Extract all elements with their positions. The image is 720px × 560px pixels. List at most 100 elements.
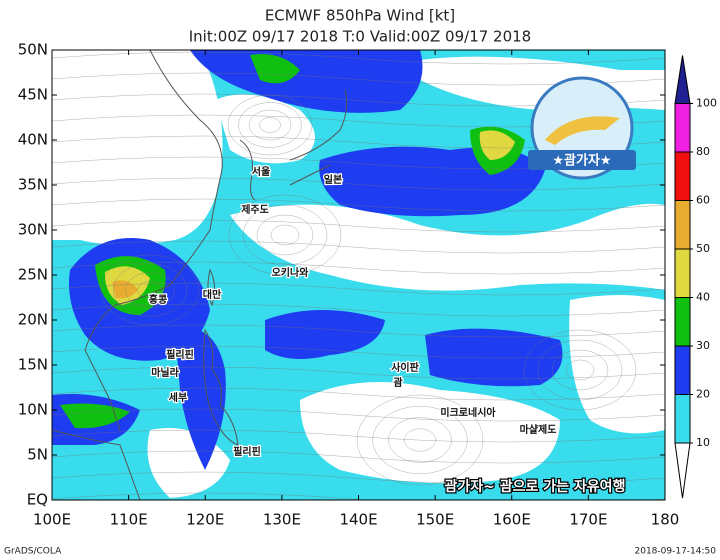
overlay: 서울 일본 제주도 오키나와 홍콩 대만 필리핀 마닐라 세부 필리핀 사이판 … xyxy=(148,76,636,496)
colorbar-segment xyxy=(674,200,691,250)
streamline-eddy xyxy=(270,224,300,246)
streamline-eddy xyxy=(404,428,436,452)
place-label: 마샬제도 xyxy=(520,423,557,436)
lon-tick-label: 120E xyxy=(186,511,224,529)
coastline xyxy=(84,50,223,431)
wind-region xyxy=(479,130,515,160)
lon-tick-label: 170E xyxy=(569,511,607,529)
lat-tick-label: 25N xyxy=(18,266,48,284)
place-label: 괌 xyxy=(393,377,403,389)
lat-tick-label: 50N xyxy=(18,41,48,59)
wind-region xyxy=(425,328,563,387)
lon-tick-label: 160E xyxy=(493,511,531,529)
colorbar-segment xyxy=(674,151,691,201)
coastline xyxy=(207,268,216,307)
lon-tick-label: 130E xyxy=(263,511,301,529)
streamline xyxy=(52,450,665,464)
colorbar-segment xyxy=(674,394,691,444)
lat-tick-label: 5N xyxy=(27,446,48,464)
colorbar-label: 40 xyxy=(696,291,710,304)
title: ECMWF 850hPa Wind [kt] xyxy=(265,7,455,25)
wind-region xyxy=(230,203,665,291)
colorbar-label: 50 xyxy=(696,242,710,255)
place-label: 필리핀 xyxy=(166,348,194,361)
streamline xyxy=(52,261,665,275)
place-label: 홍콩 xyxy=(149,293,167,306)
place-label: 마닐라 xyxy=(151,366,179,379)
colorbar-segment xyxy=(674,442,691,499)
place-label: 사이판 xyxy=(391,361,419,374)
place-label: 오키나와 xyxy=(272,266,310,279)
streamline xyxy=(52,303,665,317)
lon-tick-label: 100E xyxy=(33,511,71,529)
streamline-eddy xyxy=(388,417,452,463)
place-label: 필리핀 xyxy=(233,445,261,458)
colorbar-segment xyxy=(674,55,691,104)
streamline xyxy=(52,492,665,500)
badge-plane xyxy=(545,116,620,145)
streamline-eddy xyxy=(113,263,187,317)
wind-region xyxy=(60,403,130,429)
streamline-eddy xyxy=(227,94,313,156)
streamline xyxy=(52,324,665,338)
streamline xyxy=(52,240,665,254)
watermark: 괌가자~ 괌으로 가는 자유여행 xyxy=(445,478,626,495)
coastline xyxy=(289,89,348,186)
streamline xyxy=(52,366,665,380)
badge-banner xyxy=(528,150,636,170)
timestamp: 2018-09-17-14:50 xyxy=(635,547,717,557)
wind-region xyxy=(175,328,226,470)
lat-tick-label: 20N xyxy=(18,311,48,329)
streamline-eddy xyxy=(256,214,314,256)
colorbar-segment xyxy=(674,248,691,298)
streamline-eddy xyxy=(228,194,342,276)
streamline-eddy xyxy=(248,109,292,141)
badge-text: ★괌가자★ xyxy=(552,153,611,169)
colorbar-label: 80 xyxy=(696,145,710,158)
streamline-eddy xyxy=(551,349,609,391)
lat-tick-label: 30N xyxy=(18,221,48,239)
coastline xyxy=(239,139,256,201)
wind-region xyxy=(250,54,300,84)
streamline xyxy=(52,177,665,191)
colorbar-segment xyxy=(674,103,691,153)
streamline-eddy xyxy=(259,117,281,133)
place-label: 세부 xyxy=(169,391,187,404)
lon-tick-label: 140E xyxy=(339,511,377,529)
credit: GrADS/COLA xyxy=(4,547,62,557)
streamline-eddy xyxy=(137,281,163,299)
streamline-eddy xyxy=(372,406,468,474)
streamline-eddy xyxy=(238,102,302,148)
coastline xyxy=(52,429,141,500)
colorbar-label: 100 xyxy=(696,97,717,110)
colorbar-label: 20 xyxy=(696,388,710,401)
streamline-eddy xyxy=(125,272,175,308)
place-label: 제주도 xyxy=(241,203,269,216)
streamline xyxy=(52,408,665,422)
lon-tick-label: 150E xyxy=(416,511,454,529)
streamline-eddy xyxy=(565,359,595,381)
lat-tick-label: 45N xyxy=(18,86,48,104)
streamline-eddy xyxy=(356,394,484,486)
streamline xyxy=(52,198,665,212)
streamline xyxy=(52,471,665,485)
lat-tick-label: 40N xyxy=(18,131,48,149)
streamline xyxy=(52,282,665,296)
subtitle: Init:00Z 09/17 2018 T:0 Valid:00Z 09/17 … xyxy=(189,28,531,46)
colorbar-label: 60 xyxy=(696,194,710,207)
streamline-eddy xyxy=(100,254,200,326)
place-label: 일본 xyxy=(324,173,342,186)
lat-tick-label: 15N xyxy=(18,356,48,374)
wind-region xyxy=(52,50,223,245)
place-label: 미크로네시아 xyxy=(440,406,496,419)
streamline xyxy=(52,345,665,359)
streamline-eddy xyxy=(523,329,637,411)
streamline xyxy=(52,387,665,401)
place-label: 서울 xyxy=(252,165,270,178)
wind-region xyxy=(265,310,385,359)
streamline xyxy=(52,429,665,443)
streamline xyxy=(52,51,665,65)
lat-tick-label: 10N xyxy=(18,401,48,419)
coastline xyxy=(203,328,239,446)
